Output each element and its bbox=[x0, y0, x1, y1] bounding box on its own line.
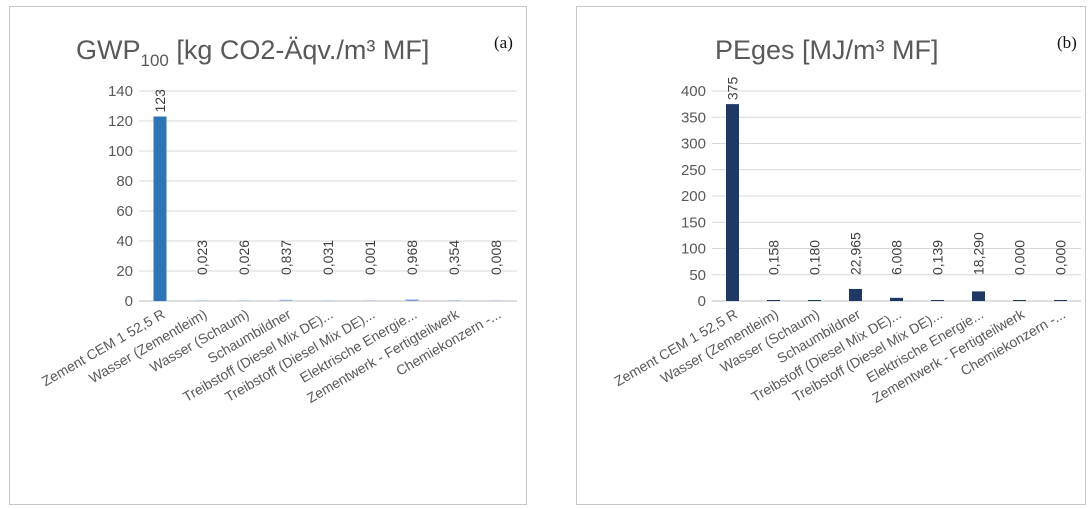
data-label: 6,008 bbox=[889, 240, 905, 275]
y-tick-label: 120 bbox=[108, 113, 133, 130]
y-tick-label: 60 bbox=[116, 203, 133, 220]
y-tick-label: 400 bbox=[681, 83, 706, 100]
panel-label-b: (b) bbox=[1057, 33, 1077, 52]
panel-label-a: (a) bbox=[494, 33, 513, 52]
bar bbox=[1054, 300, 1067, 301]
y-tick-label: 350 bbox=[681, 109, 706, 126]
data-label: 0,354 bbox=[446, 240, 462, 275]
chart-title-gwp: GWP100 [kg CO2-Äqv./m³ MF] bbox=[76, 35, 429, 71]
y-tick-label: 20 bbox=[116, 263, 133, 280]
data-label: 0,000 bbox=[1012, 240, 1028, 275]
y-tick-label: 100 bbox=[108, 143, 133, 160]
bar bbox=[931, 300, 944, 301]
title-subscript: 100 bbox=[140, 51, 169, 70]
y-tick-label: 140 bbox=[108, 83, 133, 100]
data-label: 0,023 bbox=[194, 240, 210, 275]
title-rest: [kg CO2-Äqv./m³ MF] bbox=[168, 35, 430, 65]
data-label: 0,837 bbox=[278, 240, 294, 275]
y-tick-label: 150 bbox=[681, 214, 706, 231]
bar bbox=[447, 300, 461, 301]
y-tick-label: 200 bbox=[681, 188, 706, 205]
data-label: 0,968 bbox=[404, 240, 420, 275]
y-tick-label: 0 bbox=[698, 293, 706, 310]
chart-title-peges: PEges [MJ/m³ MF] bbox=[715, 35, 939, 65]
data-label: 0,180 bbox=[807, 240, 823, 275]
data-label: 0,139 bbox=[930, 240, 946, 275]
data-label: 0,001 bbox=[362, 240, 378, 275]
data-label: 0,158 bbox=[766, 240, 782, 275]
bar bbox=[890, 297, 903, 301]
data-label: 375 bbox=[725, 77, 741, 101]
y-tick-label: 300 bbox=[681, 136, 706, 153]
bar bbox=[279, 299, 293, 301]
data-label: 0,026 bbox=[236, 240, 252, 275]
y-tick-label: 80 bbox=[116, 173, 133, 190]
bar bbox=[363, 300, 377, 301]
bar bbox=[808, 300, 821, 301]
bar bbox=[489, 300, 503, 301]
data-label: 0,031 bbox=[320, 240, 336, 275]
bar bbox=[321, 300, 335, 301]
chart-panel-peges: PEges [MJ/m³ MF] (b) 0 50 100 150 200 250 300 3… bbox=[576, 6, 1086, 505]
bar bbox=[195, 300, 209, 301]
bar bbox=[849, 288, 862, 301]
bar bbox=[153, 116, 167, 301]
bar bbox=[767, 300, 780, 301]
data-label: 0,000 bbox=[1053, 240, 1069, 275]
y-tick-label: 250 bbox=[681, 162, 706, 179]
bar bbox=[1013, 300, 1026, 301]
bar bbox=[405, 299, 419, 301]
bar bbox=[726, 104, 739, 301]
data-label: 18,290 bbox=[971, 232, 987, 275]
y-tick-label: 100 bbox=[681, 241, 706, 258]
y-tick-label: 40 bbox=[116, 233, 133, 250]
data-label: 123 bbox=[152, 89, 168, 113]
title-main: GWP bbox=[76, 35, 141, 65]
bar bbox=[237, 300, 251, 301]
chart-panel-gwp: GWP100 [kg CO2-Äqv./m³ MF] (a) 0 20 40 60 80… bbox=[9, 6, 527, 505]
data-label: 22,965 bbox=[848, 232, 864, 275]
bar bbox=[972, 291, 985, 301]
data-label: 0,008 bbox=[488, 240, 504, 275]
y-tick-label: 50 bbox=[689, 267, 706, 284]
y-tick-label: 0 bbox=[125, 293, 133, 310]
